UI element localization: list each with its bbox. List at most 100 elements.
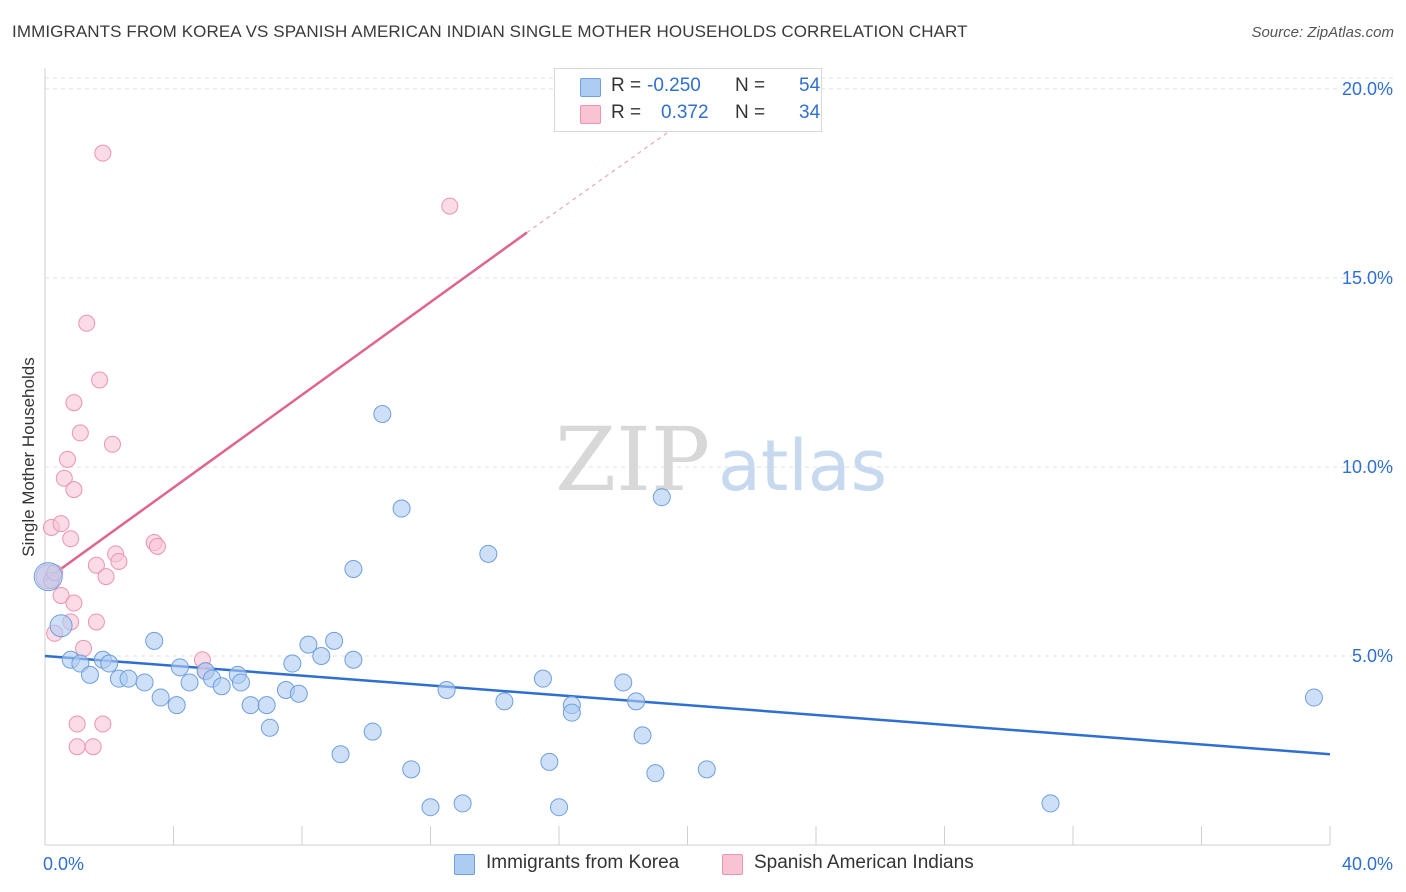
y-tick-label: 20.0% bbox=[1342, 79, 1393, 99]
legend-n-value: 54 bbox=[799, 75, 821, 96]
point-immigrants-from-korea bbox=[180, 673, 199, 692]
point-spanish-american-indians bbox=[52, 586, 70, 604]
point-immigrants-from-korea bbox=[495, 692, 514, 711]
point-immigrants-from-korea bbox=[145, 631, 164, 650]
point-spanish-american-indians bbox=[55, 469, 73, 487]
point-immigrants-from-korea bbox=[697, 760, 716, 779]
point-spanish-american-indians bbox=[84, 738, 102, 756]
legend-swatch-blue bbox=[580, 78, 601, 97]
point-immigrants-from-korea bbox=[437, 681, 456, 699]
point-immigrants-from-korea bbox=[299, 635, 318, 654]
y-tick-label: 5.0% bbox=[1352, 646, 1393, 666]
point-immigrants-from-korea bbox=[402, 760, 421, 779]
axes bbox=[44, 68, 1331, 846]
x-tick-label: 40.0% bbox=[1342, 854, 1393, 874]
bottom-legend-label: Immigrants from Korea bbox=[486, 852, 680, 873]
point-immigrants-from-korea bbox=[421, 798, 440, 817]
point-immigrants-from-korea bbox=[49, 614, 73, 638]
x-tick-labels: 0.0% 40.0% bbox=[43, 854, 1393, 874]
point-immigrants-from-korea bbox=[231, 673, 250, 692]
point-immigrants-from-korea bbox=[344, 650, 363, 669]
point-spanish-american-indians bbox=[94, 715, 112, 733]
point-immigrants-from-korea bbox=[633, 726, 652, 745]
trend-lines bbox=[44, 122, 1331, 756]
trend-line-spanish bbox=[44, 231, 528, 582]
point-immigrants-from-korea bbox=[363, 722, 382, 741]
legend-r-label: R = bbox=[611, 75, 642, 96]
point-spanish-american-indians bbox=[110, 552, 128, 570]
correlation-legend: R = -0.250 N = 54 R = 0.372 N = 34 bbox=[554, 68, 822, 132]
point-immigrants-from-korea bbox=[614, 673, 633, 692]
legend-r-label: R = bbox=[611, 102, 642, 123]
point-spanish-american-indians bbox=[97, 568, 115, 586]
point-immigrants-from-korea bbox=[289, 684, 308, 703]
point-immigrants-from-korea bbox=[170, 658, 189, 677]
point-spanish-american-indians bbox=[65, 594, 83, 612]
point-spanish-american-indians bbox=[87, 556, 105, 574]
bottom-legend-label: Spanish American Indians bbox=[754, 852, 974, 873]
bottom-legend-swatch-pink bbox=[722, 854, 743, 875]
point-immigrants-from-korea bbox=[652, 488, 671, 507]
point-immigrants-from-korea bbox=[167, 696, 186, 715]
point-spanish-american-indians bbox=[75, 639, 93, 657]
point-immigrants-from-korea bbox=[100, 654, 119, 673]
legend-swatch-pink bbox=[580, 105, 601, 124]
point-spanish-american-indians bbox=[87, 613, 105, 631]
watermark: ZIP atlas bbox=[555, 408, 887, 511]
x-tick-label: 0.0% bbox=[43, 854, 84, 874]
point-immigrants-from-korea bbox=[312, 646, 331, 665]
point-immigrants-from-korea bbox=[241, 696, 260, 715]
point-spanish-american-indians bbox=[103, 435, 121, 453]
y-axis-label: Single Mother Households bbox=[19, 357, 38, 556]
point-spanish-american-indians bbox=[441, 197, 459, 215]
series-immigrants-from-korea bbox=[33, 405, 1323, 817]
y-tick-labels: 5.0% 10.0% 15.0% 20.0% bbox=[1342, 79, 1393, 666]
point-immigrants-from-korea bbox=[1304, 688, 1323, 707]
point-immigrants-from-korea bbox=[540, 752, 559, 771]
gridlines bbox=[45, 77, 1395, 657]
point-immigrants-from-korea bbox=[533, 669, 552, 688]
point-immigrants-from-korea bbox=[325, 631, 344, 650]
bottom-legend-swatch-blue bbox=[454, 854, 475, 875]
point-immigrants-from-korea bbox=[344, 560, 363, 579]
point-spanish-american-indians bbox=[91, 371, 109, 389]
point-spanish-american-indians bbox=[71, 424, 89, 442]
point-spanish-american-indians bbox=[65, 394, 83, 412]
legend-n-label: N = bbox=[735, 102, 766, 123]
legend-n-value: 34 bbox=[799, 102, 821, 123]
point-immigrants-from-korea bbox=[212, 677, 231, 696]
legend-r-value: -0.250 bbox=[647, 75, 701, 96]
point-immigrants-from-korea bbox=[373, 405, 392, 424]
point-immigrants-from-korea bbox=[562, 703, 581, 722]
source-credit: Source: ZipAtlas.com bbox=[1251, 24, 1394, 41]
point-immigrants-from-korea bbox=[646, 764, 665, 783]
trend-line-spanish-extension bbox=[526, 122, 682, 234]
point-spanish-american-indians bbox=[65, 481, 83, 499]
y-tick-label: 15.0% bbox=[1342, 268, 1393, 288]
point-immigrants-from-korea bbox=[119, 669, 138, 688]
legend-r-value: 0.372 bbox=[661, 102, 709, 123]
point-immigrants-from-korea bbox=[257, 696, 276, 715]
point-spanish-american-indians bbox=[148, 537, 166, 555]
point-immigrants-from-korea bbox=[453, 794, 472, 813]
watermark-zip: ZIP bbox=[555, 408, 710, 511]
point-spanish-american-indians bbox=[78, 314, 96, 332]
point-immigrants-from-korea bbox=[33, 562, 63, 592]
chart-title: IMMIGRANTS FROM KOREA VS SPANISH AMERICA… bbox=[12, 22, 968, 41]
point-immigrants-from-korea bbox=[80, 665, 99, 684]
point-spanish-american-indians bbox=[68, 715, 86, 733]
legend-n-label: N = bbox=[735, 75, 766, 96]
point-spanish-american-indians bbox=[62, 530, 80, 548]
trend-line-korea bbox=[44, 654, 1331, 756]
y-tick-label: 10.0% bbox=[1342, 457, 1393, 477]
point-spanish-american-indians bbox=[68, 738, 86, 756]
point-immigrants-from-korea bbox=[550, 798, 568, 817]
point-spanish-american-indians bbox=[52, 515, 70, 533]
point-immigrants-from-korea bbox=[135, 673, 154, 692]
point-immigrants-from-korea bbox=[392, 499, 411, 518]
point-immigrants-from-korea bbox=[479, 544, 498, 563]
point-spanish-american-indians bbox=[58, 450, 76, 468]
point-immigrants-from-korea bbox=[1041, 794, 1060, 813]
point-spanish-american-indians bbox=[94, 144, 112, 162]
